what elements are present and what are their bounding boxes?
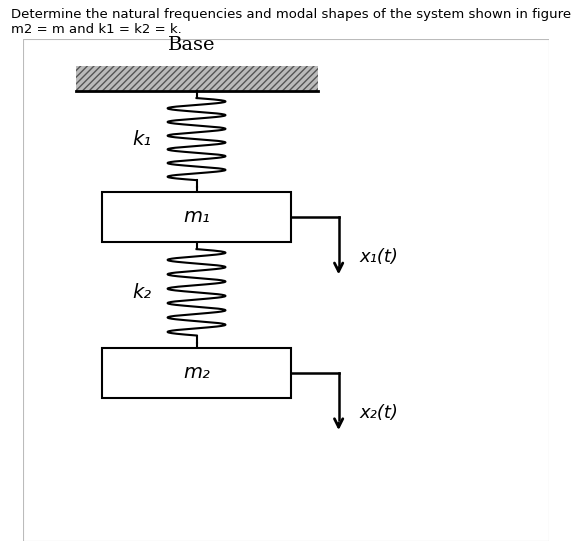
Text: k₁: k₁ xyxy=(133,130,152,148)
Text: x₂(t): x₂(t) xyxy=(360,404,399,422)
Text: m₂: m₂ xyxy=(183,363,210,382)
Text: Determine the natural frequencies and modal shapes of the system shown in figure: Determine the natural frequencies and mo… xyxy=(11,8,572,22)
Text: Base: Base xyxy=(168,36,215,54)
Text: x₁(t): x₁(t) xyxy=(360,248,399,266)
FancyBboxPatch shape xyxy=(23,39,549,541)
Bar xyxy=(76,66,317,92)
Bar xyxy=(102,348,291,398)
Text: m2 = m and k1 = k2 = k.: m2 = m and k1 = k2 = k. xyxy=(11,23,182,36)
Bar xyxy=(102,192,291,242)
Text: k₂: k₂ xyxy=(133,283,152,302)
Text: m₁: m₁ xyxy=(183,208,210,226)
